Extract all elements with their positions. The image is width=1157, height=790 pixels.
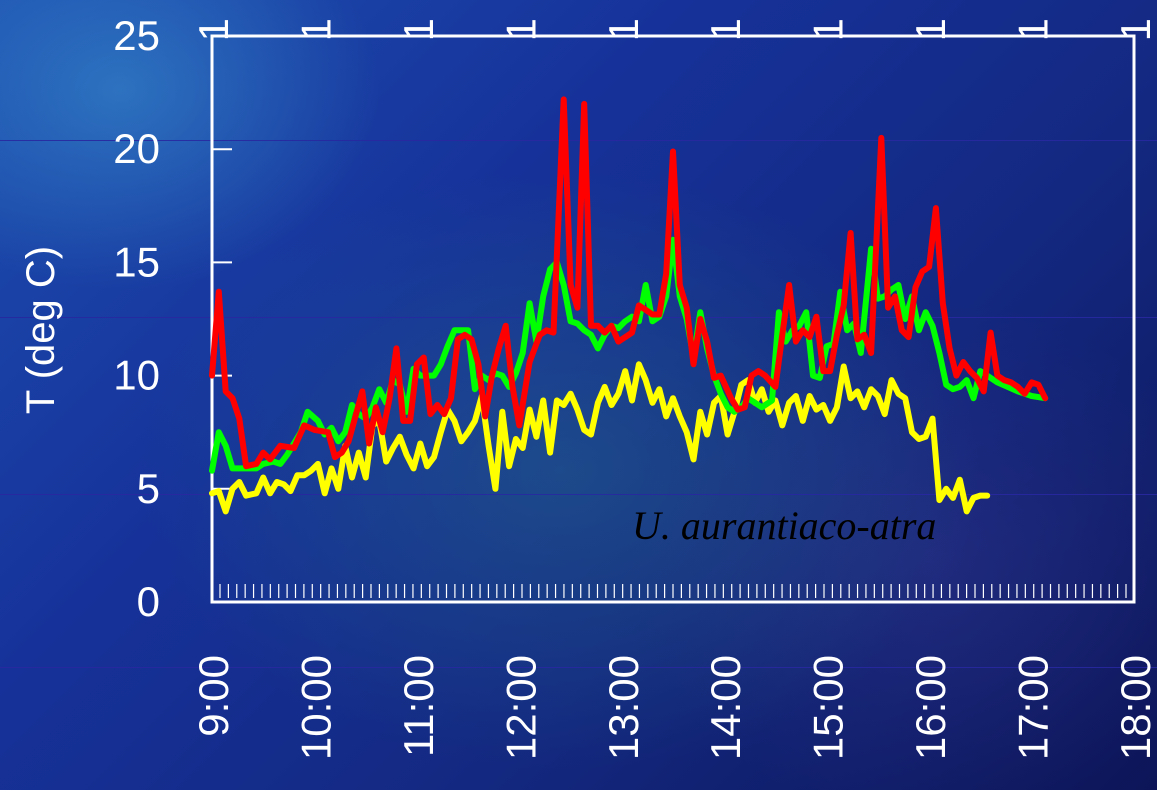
y-axis-ticks: 0 5 10 15 20 25 xyxy=(113,12,232,625)
x-axis-ticks: 9:00 10:00 11:00 12:00 13:00 14:00 15:00 16:00 1… xyxy=(190,655,1157,760)
x-tick-label: 15:00 xyxy=(805,655,852,760)
y-tick-label: 0 xyxy=(137,578,160,625)
x-tick-label: 18:00 xyxy=(1112,655,1157,760)
top-tick-label: 1 xyxy=(395,18,442,41)
x-tick-label: 12:00 xyxy=(497,655,544,760)
top-tick-label: 1 xyxy=(702,18,749,41)
x-tick-label: 14:00 xyxy=(702,655,749,760)
y-axis-label: T (deg C) xyxy=(19,246,63,414)
plot-frame xyxy=(210,34,1136,604)
x-tick-label: 13:00 xyxy=(600,655,647,760)
top-tick-label: 1 xyxy=(292,18,339,41)
background-rule xyxy=(0,494,1157,495)
y-tick-label: 20 xyxy=(113,125,160,172)
x-tick-label: 16:00 xyxy=(907,655,954,760)
top-tick-label: 1 xyxy=(1010,18,1057,41)
y-tick-label: 5 xyxy=(137,465,160,512)
top-tick-label: 1 xyxy=(600,18,647,41)
minor-ticks xyxy=(219,584,1127,598)
x-tick-label: 9:00 xyxy=(190,655,237,737)
background-rule xyxy=(0,317,1157,318)
series-lines xyxy=(209,96,1049,515)
top-tick-label: 1 xyxy=(907,18,954,41)
x-tick-label: 11:00 xyxy=(395,655,442,757)
background-rule xyxy=(0,667,1157,668)
top-tick-label: 1 xyxy=(497,18,544,41)
background-rule xyxy=(0,140,1157,141)
x-tick-label: 10:00 xyxy=(292,655,339,760)
y-tick-label: 15 xyxy=(113,238,160,285)
x-tick-label: 17:00 xyxy=(1010,655,1057,760)
y-tick-label: 25 xyxy=(113,12,160,59)
top-tick-label: 1 xyxy=(805,18,852,41)
species-annotation: U. aurantiaco-atra xyxy=(632,503,936,548)
series-line xyxy=(209,96,1049,470)
y-tick-label: 10 xyxy=(113,352,160,399)
